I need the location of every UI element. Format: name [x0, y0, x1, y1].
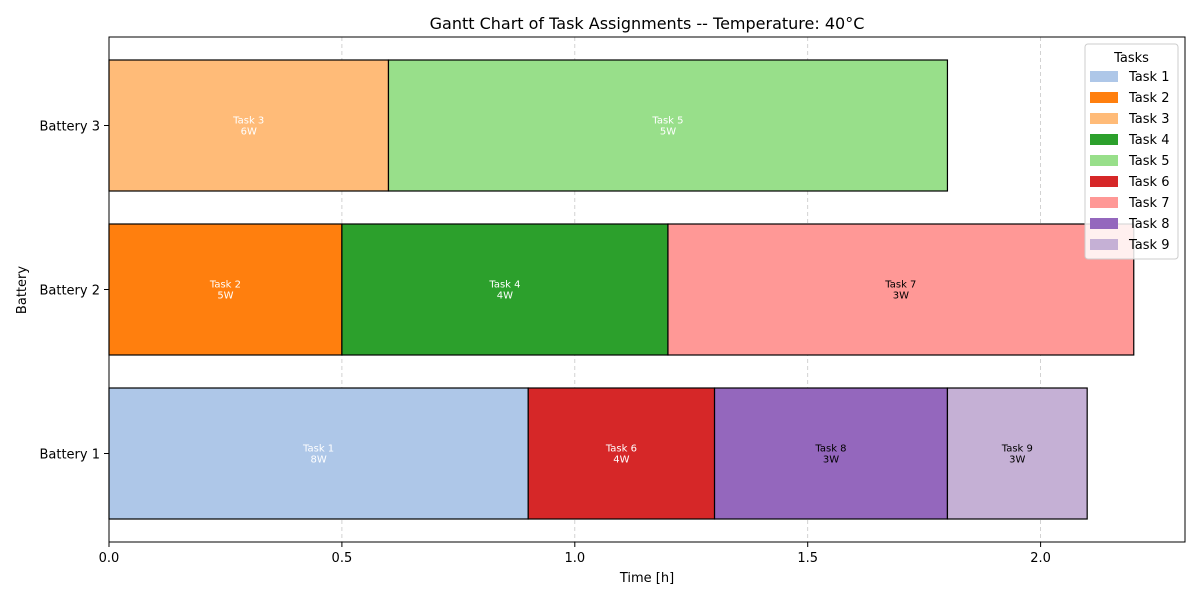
task-bar-power: 8W	[310, 455, 326, 466]
task-bar	[108, 387, 529, 520]
x-tick-label: 0.5	[332, 551, 353, 566]
legend-entry-label: Task 5	[1128, 154, 1169, 169]
task-bar-name: Task 5	[651, 116, 683, 127]
task-bar-name: Task 1	[302, 444, 334, 455]
task-bar-name: Task 2	[209, 280, 241, 291]
task-bar	[527, 387, 716, 520]
x-axis-label: Time [h]	[619, 571, 674, 586]
legend-entry-label: Task 2	[1128, 91, 1169, 106]
legend-swatch	[1090, 71, 1118, 82]
task-bar-power: 4W	[497, 291, 513, 302]
task-bar	[341, 223, 669, 356]
x-tick-label: 1.5	[797, 551, 818, 566]
task-bar	[387, 59, 949, 192]
task-bar-name: Task 7	[884, 280, 916, 291]
x-tick-label: 1.0	[564, 551, 585, 566]
task-bar-power: 3W	[1009, 455, 1025, 466]
task-bar-name: Task 9	[1001, 444, 1033, 455]
y-tick-label: Battery 1	[39, 448, 100, 463]
legend-entry-label: Task 4	[1128, 133, 1169, 148]
legend-swatch	[1090, 113, 1118, 124]
legend-swatch	[1090, 197, 1118, 208]
task-bar-name: Task 6	[605, 444, 637, 455]
task-bar-power: 3W	[823, 455, 839, 466]
legend-swatch	[1090, 134, 1118, 145]
legend-title: Tasks	[1113, 51, 1149, 66]
task-bar-name: Task 8	[814, 444, 846, 455]
legend-entry-label: Task 8	[1128, 217, 1169, 232]
legend-swatch	[1090, 218, 1118, 229]
legend-entry-label: Task 1	[1128, 70, 1169, 85]
legend-entry-label: Task 9	[1128, 238, 1169, 253]
x-tick-label: 2.0	[1030, 551, 1051, 566]
task-bar	[667, 223, 1135, 356]
legend: Tasks Task 1 Task 2 Task 3 Task 4 Task 5 Task …	[1084, 43, 1179, 260]
task-bar-power: 6W	[241, 127, 257, 138]
y-tick-label: Battery 3	[39, 120, 100, 135]
legend-entry-label: Task 3	[1128, 112, 1169, 127]
legend-entry-label: Task 6	[1128, 175, 1169, 190]
task-bar	[713, 387, 949, 520]
task-bar-name: Task 4	[488, 280, 520, 291]
task-bar-power: 5W	[660, 127, 676, 138]
legend-entry-label: Task 7	[1128, 196, 1169, 211]
chart-title: Gantt Chart of Task Assignments -- Tempe…	[430, 14, 865, 33]
y-tick-label: Battery 2	[39, 284, 100, 299]
task-bar-power: 5W	[217, 291, 233, 302]
task-bar-name: Task 3	[232, 116, 264, 127]
y-axis-label: Battery	[15, 266, 30, 314]
legend-swatch	[1090, 176, 1118, 187]
task-bar-power: 3W	[893, 291, 909, 302]
legend-swatch	[1090, 239, 1118, 250]
x-tick-label: 0.0	[99, 551, 120, 566]
legend-swatch	[1090, 92, 1118, 103]
task-bar-power: 4W	[613, 455, 629, 466]
task-bar	[108, 59, 390, 192]
task-bar	[946, 387, 1088, 520]
axis-layer: 0.0 0.5 1.0 1.5 2.0 Battery 1 Battery 2 Battery…	[39, 36, 1186, 566]
legend-swatch	[1090, 155, 1118, 166]
